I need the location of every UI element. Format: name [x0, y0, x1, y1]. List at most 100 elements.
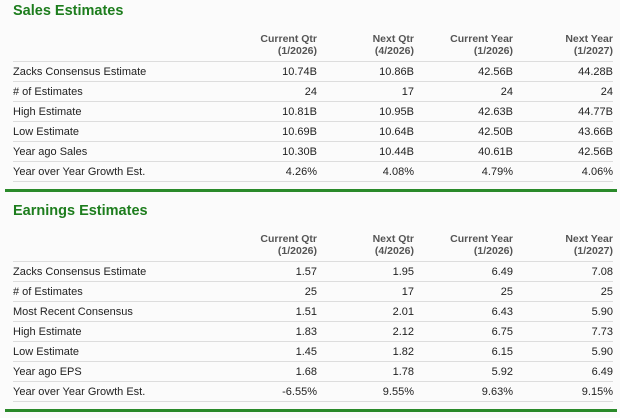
- cell-value: 10.81B: [213, 101, 317, 122]
- column-name: Next Qtr: [372, 33, 414, 45]
- column-period: (1/2026): [473, 245, 513, 257]
- earnings-estimates-table: Current Qtr (1/2026) Next Qtr (4/2026) Curre…: [13, 226, 613, 402]
- column-name: Next Year: [565, 33, 613, 45]
- cell-value: 9.15%: [513, 381, 613, 402]
- cell-value: 4.08%: [317, 161, 414, 182]
- column-name: Current Qtr: [260, 33, 317, 45]
- cell-value: 24: [513, 81, 613, 102]
- header-row: Current Qtr (1/2026) Next Qtr (4/2026) Curre…: [13, 226, 613, 262]
- cell-value: 10.64B: [317, 121, 414, 142]
- cell-value: 44.28B: [513, 61, 613, 82]
- earnings-estimates-title: Earnings Estimates: [13, 203, 148, 219]
- table-row: Low Estimate 10.69B 10.64B 42.50B 43.66B: [13, 121, 613, 142]
- cell-value: 1.51: [213, 301, 317, 322]
- row-label: High Estimate: [13, 101, 213, 122]
- cell-value: 10.69B: [213, 121, 317, 142]
- sales-estimates-table: Current Qtr (1/2026) Next Qtr (4/2026) Curre…: [13, 26, 613, 182]
- table-row: Zacks Consensus Estimate 1.57 1.95 6.49 7.08: [13, 261, 613, 282]
- table-row: Year over Year Growth Est. -6.55% 9.55% 9.6…: [13, 381, 613, 402]
- cell-value: 4.26%: [213, 161, 317, 182]
- column-header: Next Qtr (4/2026): [317, 26, 414, 62]
- row-label: Low Estimate: [13, 121, 213, 142]
- column-name: Next Qtr: [372, 233, 414, 245]
- row-label: Zacks Consensus Estimate: [13, 61, 213, 82]
- cell-value: 40.61B: [414, 141, 513, 162]
- column-header: Current Year (1/2026): [414, 26, 513, 62]
- cell-value: 10.95B: [317, 101, 414, 122]
- column-period: (1/2026): [277, 245, 317, 257]
- row-label: Year over Year Growth Est.: [13, 381, 213, 402]
- table-row: Most Recent Consensus 1.51 2.01 6.43 5.90: [13, 301, 613, 322]
- column-header: Next Year (1/2027): [513, 226, 613, 262]
- column-name: Current Qtr: [260, 233, 317, 245]
- cell-value: 42.56B: [513, 141, 613, 162]
- row-label: Year ago Sales: [13, 141, 213, 162]
- row-label: Year over Year Growth Est.: [13, 161, 213, 182]
- column-period: (4/2026): [374, 45, 414, 57]
- table-row: Low Estimate 1.45 1.82 6.15 5.90: [13, 341, 613, 362]
- cell-value: 9.63%: [414, 381, 513, 402]
- cell-value: 10.30B: [213, 141, 317, 162]
- section-divider: [5, 189, 617, 192]
- cell-value: 42.63B: [414, 101, 513, 122]
- column-name: Current Year: [450, 233, 513, 245]
- row-label: Zacks Consensus Estimate: [13, 261, 213, 282]
- column-header: Current Qtr (1/2026): [213, 26, 317, 62]
- cell-value: 2.12: [317, 321, 414, 342]
- cell-value: 6.49: [513, 361, 613, 382]
- cell-value: 5.90: [513, 341, 613, 362]
- table-row: High Estimate 10.81B 10.95B 42.63B 44.77B: [13, 101, 613, 122]
- cell-value: 1.78: [317, 361, 414, 382]
- row-label: # of Estimates: [13, 81, 213, 102]
- column-period: (4/2026): [374, 245, 414, 257]
- cell-value: 1.95: [317, 261, 414, 282]
- cell-value: -6.55%: [213, 381, 317, 402]
- table-row: Year ago Sales 10.30B 10.44B 40.61B 42.56B: [13, 141, 613, 162]
- cell-value: 24: [414, 81, 513, 102]
- cell-value: 25: [414, 281, 513, 302]
- column-name: Next Year: [565, 233, 613, 245]
- cell-value: 10.44B: [317, 141, 414, 162]
- cell-value: 6.75: [414, 321, 513, 342]
- header-blank: [13, 26, 213, 62]
- cell-value: 25: [213, 281, 317, 302]
- cell-value: 42.50B: [414, 121, 513, 142]
- table-row: High Estimate 1.83 2.12 6.75 7.73: [13, 321, 613, 342]
- row-label: High Estimate: [13, 321, 213, 342]
- sales-estimates-title: Sales Estimates: [13, 3, 124, 19]
- table-row: Year ago EPS 1.68 1.78 5.92 6.49: [13, 361, 613, 382]
- cell-value: 1.82: [317, 341, 414, 362]
- cell-value: 42.56B: [414, 61, 513, 82]
- table-row: Year over Year Growth Est. 4.26% 4.08% 4.79…: [13, 161, 613, 182]
- row-label: # of Estimates: [13, 281, 213, 302]
- cell-value: 5.90: [513, 301, 613, 322]
- column-header: Next Qtr (4/2026): [317, 226, 414, 262]
- column-period: (1/2027): [573, 245, 613, 257]
- cell-value: 6.49: [414, 261, 513, 282]
- section-divider: [5, 409, 617, 412]
- cell-value: 1.57: [213, 261, 317, 282]
- cell-value: 44.77B: [513, 101, 613, 122]
- cell-value: 10.86B: [317, 61, 414, 82]
- cell-value: 2.01: [317, 301, 414, 322]
- header-blank: [13, 226, 213, 262]
- table-row: Zacks Consensus Estimate 10.74B 10.86B 42.5…: [13, 61, 613, 82]
- column-period: (1/2027): [573, 45, 613, 57]
- column-period: (1/2026): [473, 45, 513, 57]
- cell-value: 1.45: [213, 341, 317, 362]
- row-label: Most Recent Consensus: [13, 301, 213, 322]
- cell-value: 17: [317, 81, 414, 102]
- cell-value: 7.73: [513, 321, 613, 342]
- cell-value: 17: [317, 281, 414, 302]
- column-header: Next Year (1/2027): [513, 26, 613, 62]
- cell-value: 10.74B: [213, 61, 317, 82]
- cell-value: 24: [213, 81, 317, 102]
- row-label: Year ago EPS: [13, 361, 213, 382]
- table-row: # of Estimates 25 17 25 25: [13, 281, 613, 302]
- cell-value: 5.92: [414, 361, 513, 382]
- cell-value: 6.15: [414, 341, 513, 362]
- column-header: Current Year (1/2026): [414, 226, 513, 262]
- cell-value: 1.68: [213, 361, 317, 382]
- cell-value: 1.83: [213, 321, 317, 342]
- table-row: # of Estimates 24 17 24 24: [13, 81, 613, 102]
